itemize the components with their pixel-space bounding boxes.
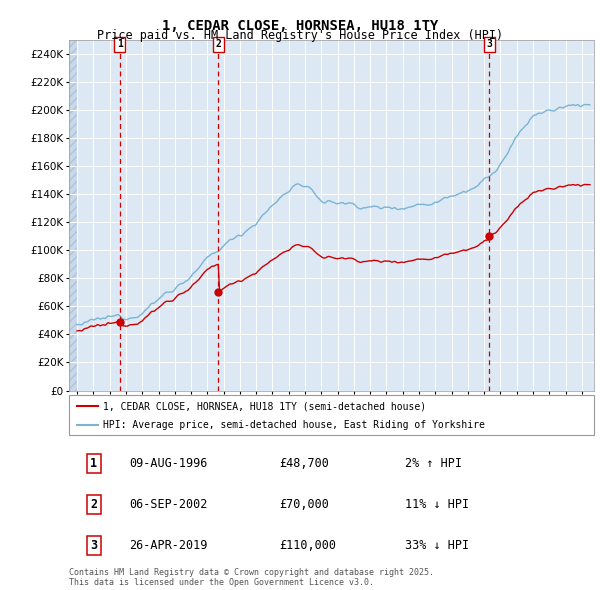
Text: 1, CEDAR CLOSE, HORNSEA, HU18 1TY: 1, CEDAR CLOSE, HORNSEA, HU18 1TY (162, 19, 438, 33)
FancyBboxPatch shape (69, 395, 594, 435)
Text: 11% ↓ HPI: 11% ↓ HPI (405, 498, 469, 511)
Text: HPI: Average price, semi-detached house, East Riding of Yorkshire: HPI: Average price, semi-detached house,… (103, 419, 485, 430)
Text: 3: 3 (487, 40, 492, 50)
Text: Price paid vs. HM Land Registry's House Price Index (HPI): Price paid vs. HM Land Registry's House … (97, 30, 503, 42)
Text: 1: 1 (116, 40, 122, 50)
Text: 06-SEP-2002: 06-SEP-2002 (130, 498, 208, 511)
Text: 3: 3 (90, 539, 97, 552)
Text: 33% ↓ HPI: 33% ↓ HPI (405, 539, 469, 552)
Text: 26-APR-2019: 26-APR-2019 (130, 539, 208, 552)
Text: 09-AUG-1996: 09-AUG-1996 (130, 457, 208, 470)
Text: 1, CEDAR CLOSE, HORNSEA, HU18 1TY (semi-detached house): 1, CEDAR CLOSE, HORNSEA, HU18 1TY (semi-… (103, 401, 426, 411)
Text: 1: 1 (90, 457, 97, 470)
Text: 2: 2 (90, 498, 97, 511)
Text: £110,000: £110,000 (279, 539, 336, 552)
Text: Contains HM Land Registry data © Crown copyright and database right 2025.
This d: Contains HM Land Registry data © Crown c… (69, 568, 434, 587)
Text: 2% ↑ HPI: 2% ↑ HPI (405, 457, 462, 470)
Text: £48,700: £48,700 (279, 457, 329, 470)
Bar (69, 40, 77, 391)
Text: £70,000: £70,000 (279, 498, 329, 511)
Text: 2: 2 (215, 40, 221, 50)
